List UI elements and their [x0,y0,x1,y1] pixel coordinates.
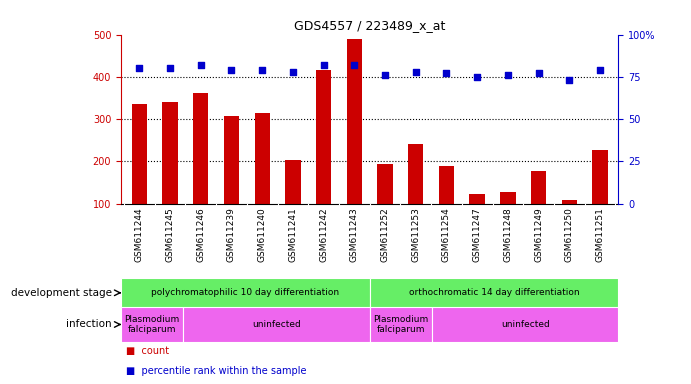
Point [349,62,360,68]
Text: polychromatophilic 10 day differentiation: polychromatophilic 10 day differentiatio… [151,288,339,297]
Bar [469,194,485,204]
Point [226,67,237,73]
Bar [370,278,618,307]
Text: orthochromatic 14 day differentiation: orthochromatic 14 day differentiation [409,288,579,297]
Bar [531,171,547,204]
Text: GSM611240: GSM611240 [258,207,267,262]
Bar [121,278,370,307]
Text: ■  count: ■ count [126,346,169,356]
Bar [439,166,454,204]
Bar [285,161,301,204]
Text: GSM611249: GSM611249 [534,207,543,262]
Text: ■  percentile rank within the sample: ■ percentile rank within the sample [126,366,306,376]
Text: GSM611254: GSM611254 [442,207,451,262]
Text: GSM611241: GSM611241 [288,207,297,262]
Text: GSM611239: GSM611239 [227,207,236,262]
Text: GSM611244: GSM611244 [135,207,144,262]
Point [564,77,575,83]
Point [287,69,299,75]
Text: GSM611243: GSM611243 [350,207,359,262]
Point [533,70,544,76]
Point [441,70,452,76]
Point [196,62,207,68]
Text: development stage: development stage [10,288,111,298]
Text: Plasmodium
falciparum: Plasmodium falciparum [373,315,428,334]
Bar [562,200,577,204]
Point [318,62,329,68]
Text: GSM611247: GSM611247 [473,207,482,262]
Point [472,74,483,80]
Text: GSM611250: GSM611250 [565,207,574,262]
Bar [162,102,178,204]
Text: uninfected: uninfected [252,320,301,329]
Bar [254,113,270,204]
Bar [377,164,392,204]
Text: GSM611246: GSM611246 [196,207,205,262]
Bar [592,150,607,204]
Bar [183,307,370,342]
Point [164,65,176,71]
Bar [408,144,424,204]
Text: GSM611248: GSM611248 [503,207,513,262]
Text: uninfected: uninfected [501,320,549,329]
Point [134,65,145,71]
Text: GSM611242: GSM611242 [319,207,328,262]
Text: Plasmodium
falciparum: Plasmodium falciparum [124,315,180,334]
Bar [432,307,618,342]
Point [594,67,605,73]
Text: GSM611251: GSM611251 [596,207,605,262]
Bar [316,70,331,204]
Bar [132,104,147,204]
Bar [224,116,239,204]
Text: GSM611245: GSM611245 [166,207,175,262]
Text: GSM611253: GSM611253 [411,207,420,262]
Point [379,72,390,78]
Bar [500,192,515,204]
Bar [347,39,362,204]
Title: GDS4557 / 223489_x_at: GDS4557 / 223489_x_at [294,19,446,32]
Point [256,67,267,73]
Bar [193,93,209,204]
Point [502,72,513,78]
Text: GSM611252: GSM611252 [381,207,390,262]
Point [410,69,422,75]
Text: infection: infection [66,319,111,329]
Bar [370,307,432,342]
Bar [121,307,183,342]
